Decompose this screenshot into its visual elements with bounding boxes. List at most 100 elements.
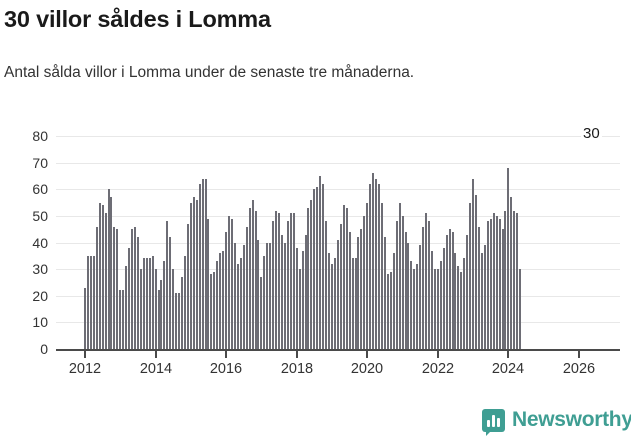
bar [255,210,257,349]
y-axis-tick-label: 40 [32,234,48,251]
bar [110,197,112,349]
gridline [56,215,620,217]
bar [328,253,330,349]
bar [428,221,430,349]
bar [334,258,336,349]
bar [325,221,327,349]
bar [313,189,315,349]
y-axis-tick-label: 80 [32,128,48,144]
bar [487,221,489,349]
bar [202,178,204,349]
bar [502,229,504,349]
highlight-value-label: 30 [581,125,602,142]
bar [216,261,218,349]
bar [210,274,212,349]
bar [452,231,454,349]
bar [193,197,195,349]
bar [137,237,139,349]
bar [125,266,127,349]
bar [237,263,239,349]
bar [219,253,221,349]
bar [349,231,351,349]
bar [281,234,283,349]
x-axis-tick [84,351,86,358]
x-axis-tick [155,351,157,358]
bar [290,213,292,349]
bar [393,253,395,349]
bar [160,279,162,349]
x-axis-labels: 2012 2014 2016 2018 2020 2022 2024 2026 [0,361,631,383]
bar [128,247,130,349]
bar [199,183,201,349]
bar [331,263,333,349]
bar [472,178,474,349]
bar [252,199,254,349]
bar [446,234,448,349]
bar-chart-speech-bubble-icon [482,408,505,436]
bar [434,269,436,349]
bar [205,178,207,349]
x-axis-tick-label: 2026 [562,361,596,377]
bar [496,215,498,349]
bar [143,258,145,349]
x-axis-tick-label: 2022 [421,361,455,377]
bar [166,221,168,349]
bar [478,226,480,349]
bar [302,250,304,349]
y-axis-tick-label: 0 [40,341,48,357]
bar [484,245,486,349]
bar [105,213,107,349]
y-axis-tick-label: 60 [32,181,48,198]
bar [146,258,148,349]
y-axis-tick-label: 70 [32,154,48,171]
bar [316,186,318,349]
bar [319,175,321,349]
bar [366,202,368,349]
bar [296,247,298,349]
bar [175,293,177,349]
bar [234,242,236,349]
bar [90,255,92,349]
x-axis-ticks [0,351,631,359]
bar [119,290,121,349]
gridline [56,162,620,164]
bar [369,183,371,349]
bar [158,290,160,349]
bar [108,189,110,349]
bar [249,207,251,349]
logo-bar-1 [487,419,490,427]
bar [222,250,224,349]
bar [163,261,165,349]
bar [437,269,439,349]
bar [140,269,142,349]
bar [460,271,462,349]
bar [396,221,398,349]
bar [187,223,189,349]
x-axis-tick-label: 2024 [491,361,525,377]
bar [257,239,259,349]
bar [228,215,230,349]
bar [260,277,262,349]
bar [481,253,483,349]
x-axis-tick [296,351,298,358]
bar [425,213,427,349]
y-axis-labels: 0 10 20 30 40 50 60 70 80 [0,125,48,365]
bar [513,210,515,349]
bar [375,178,377,349]
bar-series [0,125,631,351]
bar [516,213,518,349]
x-axis-tick [437,351,439,358]
x-axis-tick [225,351,227,358]
gridline [56,136,620,137]
bar [510,197,512,349]
bar [196,199,198,349]
bar [225,231,227,349]
bar [490,218,492,349]
bar [172,269,174,349]
bar [378,183,380,349]
bar [499,218,501,349]
bar [372,173,374,349]
bar [431,250,433,349]
bar [352,258,354,349]
